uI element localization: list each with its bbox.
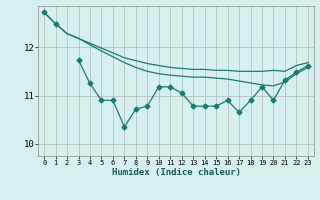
X-axis label: Humidex (Indice chaleur): Humidex (Indice chaleur) xyxy=(111,168,241,177)
